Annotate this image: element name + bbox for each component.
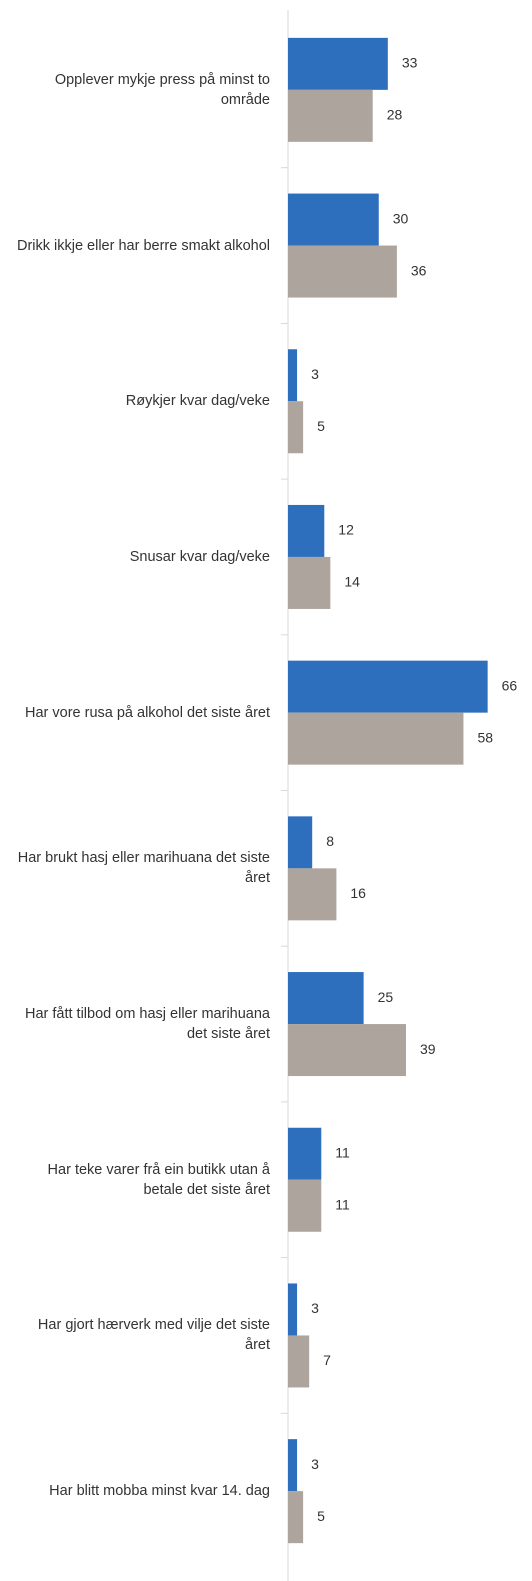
- category-label: Opplever mykje press på minst to område: [54, 71, 270, 108]
- value-label: 16: [350, 885, 366, 901]
- category-label: Har blitt mobba minst kvar 14. dag: [49, 1483, 270, 1500]
- value-label: 36: [411, 262, 427, 278]
- value-label: 3: [311, 366, 319, 382]
- bar: [288, 89, 373, 142]
- value-label: 33: [402, 55, 418, 71]
- bar: [288, 1335, 310, 1388]
- bar: [288, 1127, 322, 1180]
- bar: [288, 193, 379, 246]
- value-label: 12: [338, 522, 354, 538]
- value-label: 25: [378, 989, 394, 1005]
- bar: [288, 349, 298, 402]
- bar: [288, 868, 337, 921]
- category-label: Har teke varer frå ein butikk utan å bet…: [47, 1161, 270, 1198]
- category-label: Drikk ikkje eller har berre smakt alkoho…: [16, 237, 270, 254]
- bar: [288, 972, 364, 1025]
- category-label: Har vore rusa på alkohol det siste året: [24, 704, 270, 721]
- value-label: 30: [393, 210, 409, 226]
- bar: [288, 1283, 298, 1336]
- value-label: 11: [335, 1196, 350, 1212]
- bar: [288, 1024, 406, 1077]
- bar: [288, 1491, 304, 1544]
- bar: [288, 1179, 322, 1232]
- value-label: 5: [317, 1508, 325, 1524]
- bar: [288, 660, 488, 713]
- bar: [288, 401, 304, 454]
- category-label: Snusar kvar dag/veke: [129, 548, 270, 565]
- value-label: 8: [326, 833, 334, 849]
- value-label: 28: [387, 107, 403, 123]
- category-label: Har gjort hærverk med vilje det siste år…: [37, 1317, 270, 1354]
- value-label: 58: [477, 729, 493, 745]
- bar: [288, 37, 388, 90]
- value-label: 3: [311, 1456, 319, 1472]
- bar: [288, 504, 325, 557]
- value-label: 66: [502, 677, 518, 693]
- value-label: 5: [317, 418, 325, 434]
- value-label: 7: [323, 1352, 331, 1368]
- bar: [288, 556, 331, 609]
- category-label: Har fått tilbod om hasj eller marihuana …: [24, 1006, 270, 1043]
- value-label: 3: [311, 1300, 319, 1316]
- bar: [288, 245, 397, 298]
- category-label: Røykjer kvar dag/veke: [125, 393, 270, 410]
- value-label: 11: [335, 1144, 350, 1160]
- category-label: Har brukt hasj eller marihuana det siste…: [17, 850, 270, 887]
- bar: [288, 1439, 298, 1492]
- bar: [288, 712, 464, 765]
- bar: [288, 816, 313, 869]
- value-label: 14: [344, 574, 360, 590]
- value-label: 39: [420, 1041, 436, 1057]
